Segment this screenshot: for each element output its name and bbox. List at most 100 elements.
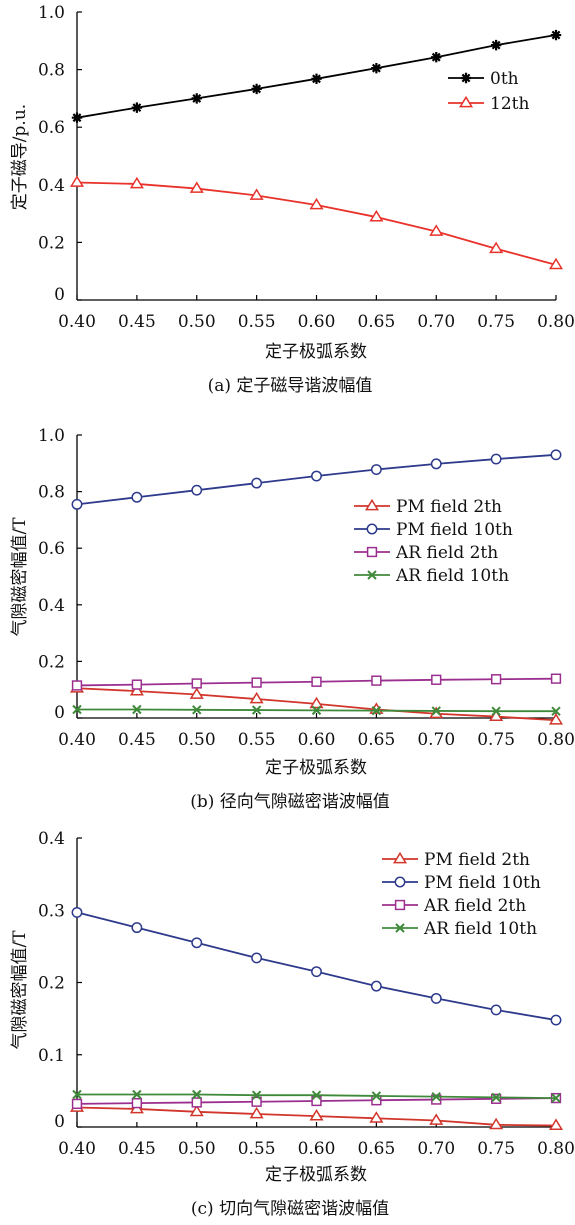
y-tick-label: 0.8 — [38, 483, 65, 503]
x-tick-label: 0.65 — [357, 730, 395, 750]
axes-0: 0.40 0.45 0.50 0.55 0.60 0.65 0.70 0.75 0.80 0 0.2… — [38, 3, 575, 332]
y-tick-label: 1.0 — [38, 3, 65, 23]
data-point — [431, 706, 441, 716]
legend-marker — [367, 570, 377, 580]
y-tick-label: 0.4 — [38, 596, 65, 616]
x-tick-label: 0.80 — [537, 730, 575, 750]
legend-label: PM field 2th — [396, 497, 502, 517]
x-tick-label: 0.45 — [118, 312, 156, 332]
x-tick-label: 0.50 — [178, 312, 216, 332]
legend-marker — [395, 923, 405, 933]
caption-a: (a) 定子磁导谐波幅值 — [208, 376, 373, 396]
data-point — [249, 1106, 264, 1119]
y-tick-label: 0 — [54, 1112, 65, 1132]
data-point — [132, 1089, 142, 1100]
data-point — [189, 181, 204, 193]
y-tick-label: 0.2 — [38, 652, 65, 672]
chart-panel-b: 气隙磁密幅值/T 定子极弧系数 (b) 径向气隙磁密谐波幅值 0.40 0.45 0… — [10, 426, 575, 812]
legend-label: AR field 10th — [423, 919, 537, 939]
x-tick-label: 0.65 — [357, 1139, 395, 1159]
data-point — [191, 678, 202, 689]
xlabel-a: 定子极弧系数 — [265, 342, 367, 362]
legend-0: 0th 12th — [448, 69, 529, 114]
data-point — [251, 1090, 262, 1100]
data-point — [548, 1118, 564, 1130]
data-point — [491, 706, 501, 716]
data-point — [490, 1004, 502, 1016]
x-tick-label: 0.40 — [58, 730, 96, 750]
data-point — [550, 29, 562, 41]
data-point — [371, 675, 382, 686]
data-point — [192, 1089, 202, 1100]
y-tick-label: 0.6 — [38, 539, 65, 559]
x-tick-label: 0.55 — [238, 312, 276, 332]
y-tick-label: 0.4 — [38, 176, 65, 196]
xlabel-c: 定子极弧系数 — [265, 1165, 367, 1185]
data-point — [551, 706, 561, 716]
data-point — [429, 224, 444, 236]
x-tick-label: 0.55 — [238, 730, 276, 750]
data-point — [490, 1093, 502, 1104]
legend-marker — [394, 876, 406, 888]
data-point — [131, 491, 143, 503]
data-point — [249, 188, 264, 200]
data-point — [72, 704, 82, 715]
data-point — [249, 691, 264, 704]
data-point — [311, 676, 322, 687]
data-point — [550, 449, 562, 461]
data-point — [131, 922, 143, 934]
data-point — [369, 209, 384, 222]
legend-label: AR field 2th — [423, 896, 526, 916]
data-point — [490, 674, 502, 685]
data-point — [431, 674, 442, 685]
data-point — [431, 1091, 441, 1102]
data-point — [191, 484, 203, 496]
ylabel-b: 气隙磁密幅值/T — [10, 517, 30, 637]
data-point — [311, 1090, 322, 1100]
series-ar-field-10th — [72, 1089, 561, 1103]
data-point — [490, 453, 502, 465]
x-tick-label: 0.60 — [298, 312, 336, 332]
data-point — [431, 1094, 442, 1105]
data-point — [311, 73, 322, 85]
data-point — [129, 176, 144, 189]
legend-2: PM field 2th PM field 10th AR field 2th AR … — [382, 850, 541, 939]
x-tick-label: 0.75 — [477, 1139, 515, 1159]
data-point — [548, 257, 564, 270]
series-line — [76, 181, 557, 266]
legend-label: 12th — [490, 94, 529, 114]
data-point — [71, 112, 83, 123]
data-point — [550, 673, 562, 684]
chart-panel-c: 气隙磁密幅值/T 定子极弧系数 (c) 切向气隙磁密谐波幅值 0.40 0.45 0… — [10, 829, 575, 1219]
ylabel-a: 定子磁导/p.u. — [10, 104, 30, 210]
data-point — [551, 1093, 561, 1103]
x-tick-label: 0.80 — [537, 312, 575, 332]
x-tick-label: 0.80 — [537, 1139, 575, 1159]
axes-1: 0.40 0.45 0.50 0.55 0.60 0.65 0.70 0.75 0.80 0 0.2… — [38, 426, 575, 750]
y-tick-label: 0.4 — [38, 829, 65, 849]
data-point — [311, 470, 322, 482]
data-point — [491, 1092, 501, 1103]
data-point — [69, 175, 85, 187]
data-point — [191, 93, 202, 104]
series-0th — [71, 29, 562, 123]
data-point — [251, 705, 262, 715]
x-tick-label: 0.50 — [178, 1139, 216, 1159]
data-point — [131, 102, 143, 113]
data-point — [309, 1109, 324, 1121]
data-point — [309, 696, 324, 709]
data-point — [189, 1104, 204, 1117]
caption-c: (c) 切向气隙磁密谐波幅值 — [191, 1199, 389, 1219]
y-tick-label: 0.2 — [38, 974, 65, 994]
data-point — [489, 241, 504, 254]
series-pm-field-10th — [71, 449, 562, 510]
data-point — [189, 687, 204, 699]
legend-label: PM field 10th — [396, 520, 513, 540]
data-point — [309, 197, 324, 210]
x-tick-label: 0.40 — [58, 1139, 96, 1159]
y-tick-label: 0 — [54, 703, 65, 723]
x-tick-label: 0.70 — [417, 730, 455, 750]
data-point — [129, 683, 144, 696]
legend-label: 0th — [490, 69, 519, 89]
series-12th — [69, 175, 564, 270]
